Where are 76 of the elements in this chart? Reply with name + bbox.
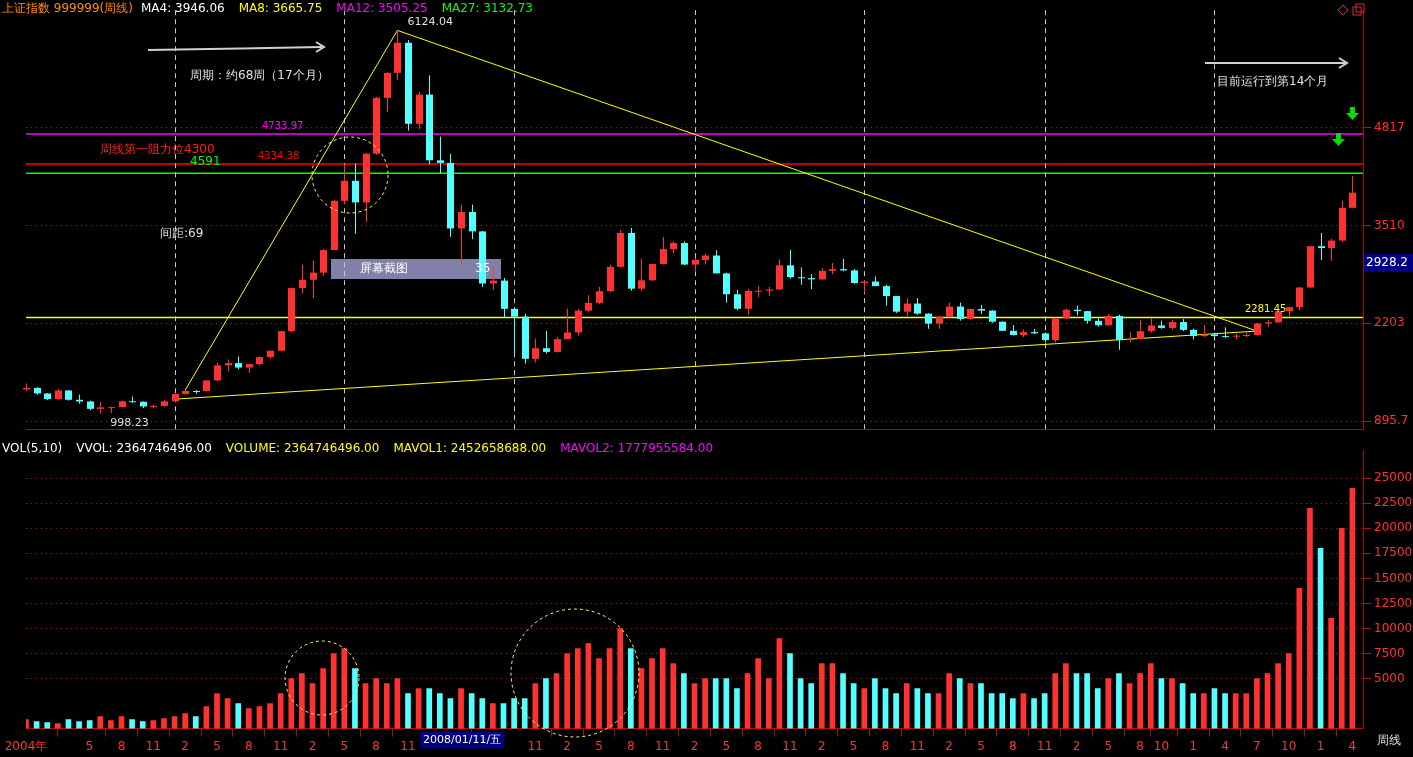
ref-line-label: 4733.97 [262,119,304,131]
x-tick-label: 11 [527,738,543,753]
x-tick-label: 5 [1104,738,1113,753]
x-tick-label: 11 [655,738,671,753]
x-tick-label: 8 [1009,738,1017,753]
x-tick-label: 1 [1189,738,1198,753]
y-tick-label: 20000 [1374,520,1413,535]
x-tick-label: 2 [818,738,826,753]
x-tick-label: 10 [1281,738,1297,753]
x-tick-label: 11 [400,738,416,753]
ref-line-label: 2281.45 [1245,303,1287,315]
x-tick-label: 8 [372,738,380,753]
x-tick-label: 11 [273,738,289,753]
x-tick-label: 2 [181,738,189,753]
x-tick-label: 5 [977,738,985,753]
x-tick-label: 2 [690,738,699,753]
annotation: 目前运行到第14个月 [1217,74,1329,89]
y-tick-label: 4817 [1374,119,1405,134]
x-tick-label: 5 [340,738,349,753]
annotation: MA27: 3132.73 [441,1,533,16]
text: 2928.2 [1366,255,1408,270]
x-tick-label: 5 [213,738,221,753]
x-tick-label: 11 [782,738,798,753]
y-tick-label: 5000 [1374,670,1405,685]
y-tick-label: 895.7 [1374,413,1409,428]
x-tick-label: 4 [1221,738,1229,753]
x-tick-label: 5 [85,738,94,753]
x-tick-label: 8 [881,738,890,753]
x-tick-label: 11 [145,738,161,753]
y-tick-label: 17500 [1374,545,1413,560]
x-tick-label: 7 [1253,738,1261,753]
y-tick-label: 25000 [1374,470,1413,485]
x-tick-label: 2004年 [4,738,48,753]
annotation: MA12: 3505.25 [336,1,428,16]
annotation: MAVOL1: 2452658688.00 [393,441,547,456]
annotation: VOLUME: 2364746496.00 [225,441,380,456]
y-tick-label: 2203 [1374,315,1405,330]
y-tick-label: 7500 [1374,645,1405,660]
annotation: MAVOL2: 1777955584.00 [560,441,714,456]
x-tick-label: 5 [722,738,731,753]
annotation: 35 [475,261,491,276]
x-tick-label: 5 [849,738,858,753]
x-tick-label: 2 [563,738,571,753]
x-tick-label: 8 [117,738,126,753]
x-tick-label: 1 [1316,738,1325,753]
x-tick-label: 4 [1348,738,1357,753]
chart-title: 上证指数 999999(周线) [2,1,133,16]
annotation: 间距:69 [160,226,204,241]
annotation: VVOL: 2364746496.00 [76,441,212,456]
ref-line-label: 4334.38 [258,149,300,161]
annotation: 6124.04 [407,14,453,28]
text: 周线 [1377,732,1401,747]
annotation: MA4: 3946.06 [140,1,225,16]
x-tick-label: 2 [1072,738,1081,753]
x-tick-label: 2 [945,738,953,753]
x-tick-label: 8 [245,738,253,753]
y-tick-label: 10000 [1374,620,1413,635]
text: 2008/01/11/五 [423,733,502,747]
y-tick-label: 12500 [1374,595,1413,610]
annotation: 998.23 [110,416,149,430]
annotation: VOL(5,10) [2,441,63,456]
x-tick-label: 8 [1136,738,1144,753]
x-tick-label: 10 [1153,738,1170,753]
annotation: 屏幕截图 [360,261,408,276]
x-tick-label: 8 [627,738,635,753]
y-tick-label: 3510 [1374,217,1405,232]
x-tick-label: 11 [909,738,925,753]
x-tick-label: 5 [595,738,603,753]
annotation: 周线第一阻力位4300 [100,142,215,157]
x-tick-label: 2 [308,738,317,753]
y-tick-label: 22500 [1374,495,1413,510]
y-tick-label: 15000 [1374,570,1413,585]
x-tick-label: 8 [754,738,762,753]
x-tick-label: 11 [1037,738,1053,753]
annotation: 周期：约68周（17个月） [190,68,329,83]
annotation: MA8: 3665.75 [238,1,323,16]
